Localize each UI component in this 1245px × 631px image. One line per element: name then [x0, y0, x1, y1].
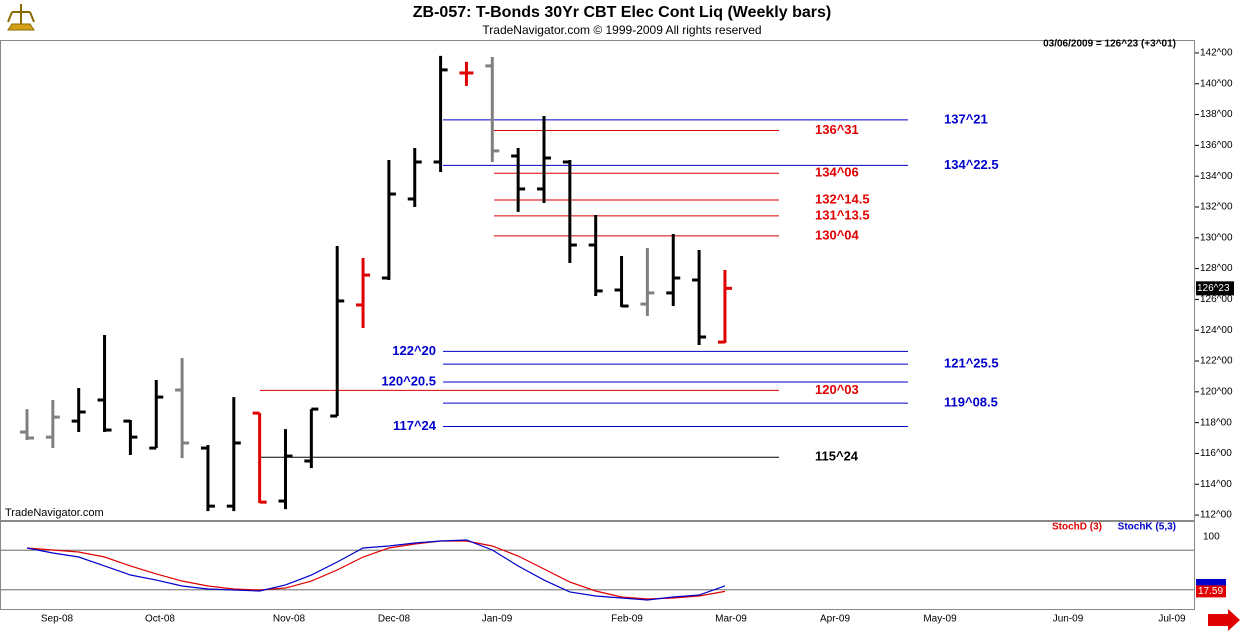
level-label: 119^08.5: [944, 395, 998, 410]
logo: [7, 4, 35, 31]
ohlc-bar: [356, 257, 371, 329]
legend-label: StochD (3): [1052, 522, 1102, 533]
ohlc-bar: [278, 429, 293, 510]
ohlc-bar: [71, 387, 86, 433]
ohlc-bar: [200, 444, 215, 512]
level-label: 131^13.5: [815, 207, 870, 222]
ohlc-bar: [226, 397, 241, 512]
chart-subtitle: TradeNavigator.com © 1999-2009 All right…: [482, 23, 761, 37]
y-tick-label: 116^00: [1200, 448, 1232, 459]
stoch-line: [26, 540, 726, 600]
y-tick-label: 136^00: [1200, 140, 1233, 151]
ohlc-bar: [149, 379, 164, 450]
y-tick-label: 124^00: [1200, 325, 1233, 336]
ohlc-bar: [45, 399, 60, 449]
chart-title: ZB-057: T-Bonds 30Yr CBT Elec Cont Liq (…: [413, 4, 831, 21]
x-tick-label: May-09: [923, 614, 957, 625]
ohlc-bar: [97, 334, 112, 433]
ohlc-bar: [537, 115, 551, 203]
ohlc-bar: [407, 147, 422, 207]
x-tick-label: Apr-09: [820, 614, 850, 625]
y-tick-label: 140^00: [1200, 78, 1233, 89]
last-price-tag: [1196, 281, 1234, 296]
watermark: TradeNavigator.com: [5, 507, 104, 519]
ohlc-bar: [175, 358, 190, 459]
level-label: 121^25.5: [944, 356, 999, 371]
x-tick-label: Mar-09: [715, 614, 747, 625]
ohlc-bar: [20, 409, 34, 441]
y-tick-label: 122^00: [1200, 356, 1233, 367]
ohlc-bar: [304, 407, 319, 469]
ohlc-bar: [330, 245, 345, 418]
y-tick-label: 118^00: [1200, 417, 1232, 428]
stoch-line: [26, 539, 726, 601]
last-value-tag: [1196, 585, 1226, 598]
level-label: 120^03: [815, 382, 859, 397]
x-tick-label: Nov-08: [273, 614, 306, 625]
level-label: 122^20: [392, 343, 436, 358]
ohlc-bar: [381, 159, 396, 280]
level-label: 134^22.5: [944, 157, 999, 172]
level-label: 130^04: [815, 227, 860, 242]
level-label: 136^31: [815, 122, 859, 137]
y-tick-label: 132^00: [1200, 202, 1233, 213]
level-label: 134^06: [815, 165, 859, 180]
y-tick-label: 130^00: [1200, 232, 1233, 243]
level-label: 137^21: [944, 111, 988, 126]
scroll-arrow[interactable]: [1208, 609, 1240, 631]
ohlc-bar: [640, 247, 655, 317]
price-panel: [0, 40, 1195, 521]
x-tick-label: Dec-08: [378, 614, 411, 625]
level-label: 132^14.5: [815, 191, 870, 206]
level-label: 120^20.5: [381, 373, 436, 388]
ohlc-bar: [459, 61, 474, 86]
level-label: 117^24: [393, 418, 437, 433]
ohlc-bar: [588, 214, 603, 297]
x-tick-label: Sep-08: [41, 614, 74, 625]
ohlc-bar: [562, 159, 577, 264]
ohlc-bar: [717, 269, 732, 344]
y-tick-label: 114^00: [1200, 479, 1232, 490]
last-price-label: 126^23: [1197, 283, 1230, 294]
y-tick-label: 138^00: [1200, 109, 1233, 120]
x-tick-label: Oct-08: [145, 614, 175, 625]
y-tick-label: 134^00: [1200, 171, 1233, 182]
x-tick-label: Feb-09: [611, 614, 643, 625]
x-tick-label: Jan-09: [482, 614, 513, 625]
last-value-label: 17.59: [1198, 586, 1223, 597]
ohlc-bar: [511, 147, 526, 212]
ohlc-bar: [485, 56, 500, 163]
stoch-panel: [0, 521, 1195, 610]
ohlc-bar: [123, 419, 138, 455]
ohlc-bar: [433, 55, 448, 173]
y-tick-label: 142^00: [1200, 48, 1233, 59]
level-label: 115^24: [815, 449, 859, 464]
ohlc-bar: [252, 411, 267, 504]
ohlc-bar: [666, 233, 681, 307]
x-tick-label: Jul-09: [1158, 614, 1186, 625]
legend-label: StochK (5,3): [1118, 522, 1176, 533]
y-tick-label: 112^00: [1200, 510, 1232, 521]
x-tick-label: Jun-09: [1053, 614, 1084, 625]
y-tick-label: 128^00: [1200, 263, 1233, 274]
ohlc-bar: [614, 255, 629, 308]
y-tick-label: 120^00: [1200, 386, 1233, 397]
y-tick-label: 100: [1203, 532, 1220, 543]
y-tick-label: 126^00: [1200, 294, 1233, 305]
ohlc-bar: [692, 249, 707, 346]
price-header: 03/06/2009 = 126^23 (+3^01): [1043, 39, 1176, 50]
